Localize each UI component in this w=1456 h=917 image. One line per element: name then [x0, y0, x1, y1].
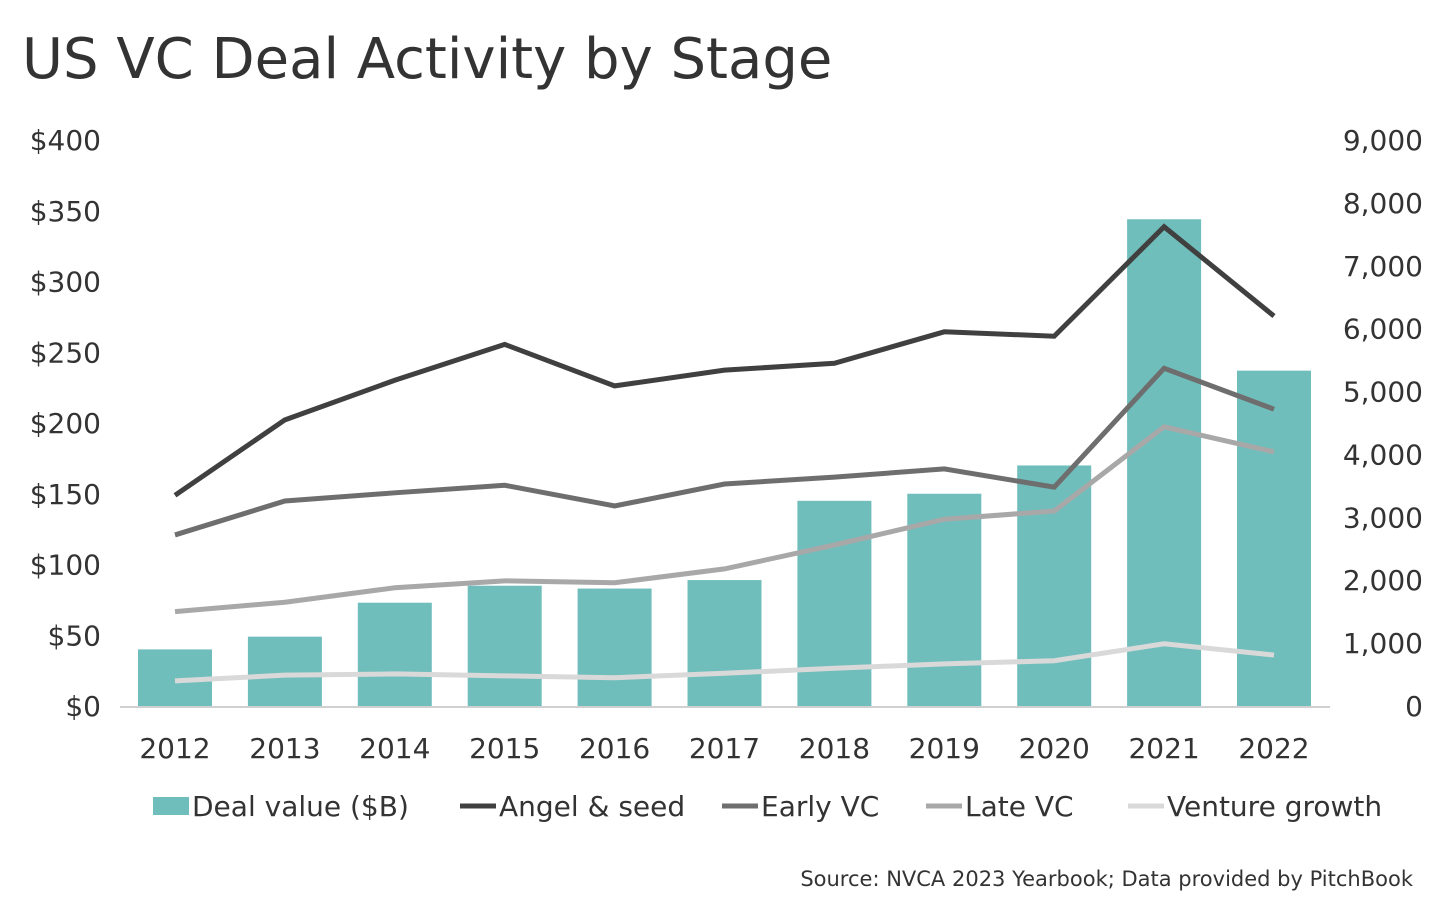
right-tick-label: 3,000 [1343, 501, 1423, 534]
right-tick-label: 4,000 [1343, 438, 1423, 471]
left-tick-label: $300 [30, 266, 101, 299]
right-tick-label: 8,000 [1343, 187, 1423, 220]
bar-2020 [1017, 465, 1092, 706]
x-tick-label: 2015 [469, 732, 540, 765]
x-tick-label: 2020 [1019, 732, 1090, 765]
right-axis: 0 1,000 2,000 3,000 4,000 5,000 6,000 7,000 8,00… [1343, 124, 1423, 723]
line-early-vc [174, 365, 1275, 538]
legend-label: Deal value ($B) [192, 790, 409, 823]
bar-2013 [247, 636, 322, 706]
bars-group [138, 219, 1311, 707]
x-tick-label: 2022 [1238, 732, 1309, 765]
bar-2018 [797, 500, 872, 706]
x-axis: 2012 2013 2014 2015 2016 2017 2018 2019 2020 2021… [139, 732, 1309, 765]
line-angel-seed [173, 223, 1276, 498]
left-tick-label: $100 [30, 549, 101, 582]
x-tick-label: 2017 [689, 732, 760, 765]
legend-label: Early VC [761, 790, 879, 823]
right-tick-label: 0 [1405, 690, 1423, 723]
left-tick-label: $150 [30, 478, 101, 511]
left-tick-label: $50 [48, 619, 101, 652]
x-tick-label: 2018 [799, 732, 870, 765]
left-tick-label: $0 [65, 690, 101, 723]
x-tick-label: 2014 [359, 732, 430, 765]
bar-2016 [577, 588, 652, 706]
legend-item: Late VC [926, 790, 1074, 823]
legend-item: Deal value ($B) [153, 790, 409, 823]
source-note: Source: NVCA 2023 Yearbook; Data provide… [800, 867, 1414, 891]
bar-2021 [1127, 219, 1202, 707]
left-tick-label: $350 [30, 195, 101, 228]
x-tick-label: 2013 [249, 732, 320, 765]
bar-2017 [687, 580, 762, 706]
line-venture-growth [174, 641, 1275, 684]
x-tick-label: 2021 [1128, 732, 1199, 765]
legend-label: Venture growth [1167, 790, 1382, 823]
right-tick-label: 9,000 [1343, 124, 1423, 157]
legend-item: Angel & seed [460, 790, 685, 823]
x-tick-label: 2012 [139, 732, 210, 765]
lines-group [173, 223, 1276, 684]
legend-item: Early VC [722, 790, 879, 823]
bar-2019 [907, 493, 982, 706]
chart-title: US VC Deal Activity by Stage [22, 27, 832, 92]
right-tick-label: 5,000 [1343, 376, 1423, 409]
bar-2015 [467, 585, 542, 706]
bar-2022 [1237, 370, 1311, 706]
left-tick-label: $400 [30, 124, 101, 157]
bar-2014 [357, 602, 432, 706]
legend-label: Late VC [965, 790, 1074, 823]
legend-swatch [153, 797, 189, 815]
right-tick-label: 2,000 [1343, 564, 1423, 597]
x-tick-label: 2016 [579, 732, 650, 765]
left-axis: $0 $50 $100 $150 $200 $250 $300 $350 $400 [30, 124, 101, 723]
legend: Deal value ($B) Angel & seed Early VC Late … [153, 790, 1382, 823]
left-tick-label: $200 [30, 407, 101, 440]
left-tick-label: $250 [30, 336, 101, 369]
line-late-vc [174, 424, 1275, 615]
right-tick-label: 7,000 [1343, 250, 1423, 283]
legend-label: Angel & seed [499, 790, 685, 823]
right-tick-label: 1,000 [1343, 627, 1423, 660]
right-tick-label: 6,000 [1343, 313, 1423, 346]
legend-item: Venture growth [1128, 790, 1382, 823]
x-tick-label: 2019 [909, 732, 980, 765]
